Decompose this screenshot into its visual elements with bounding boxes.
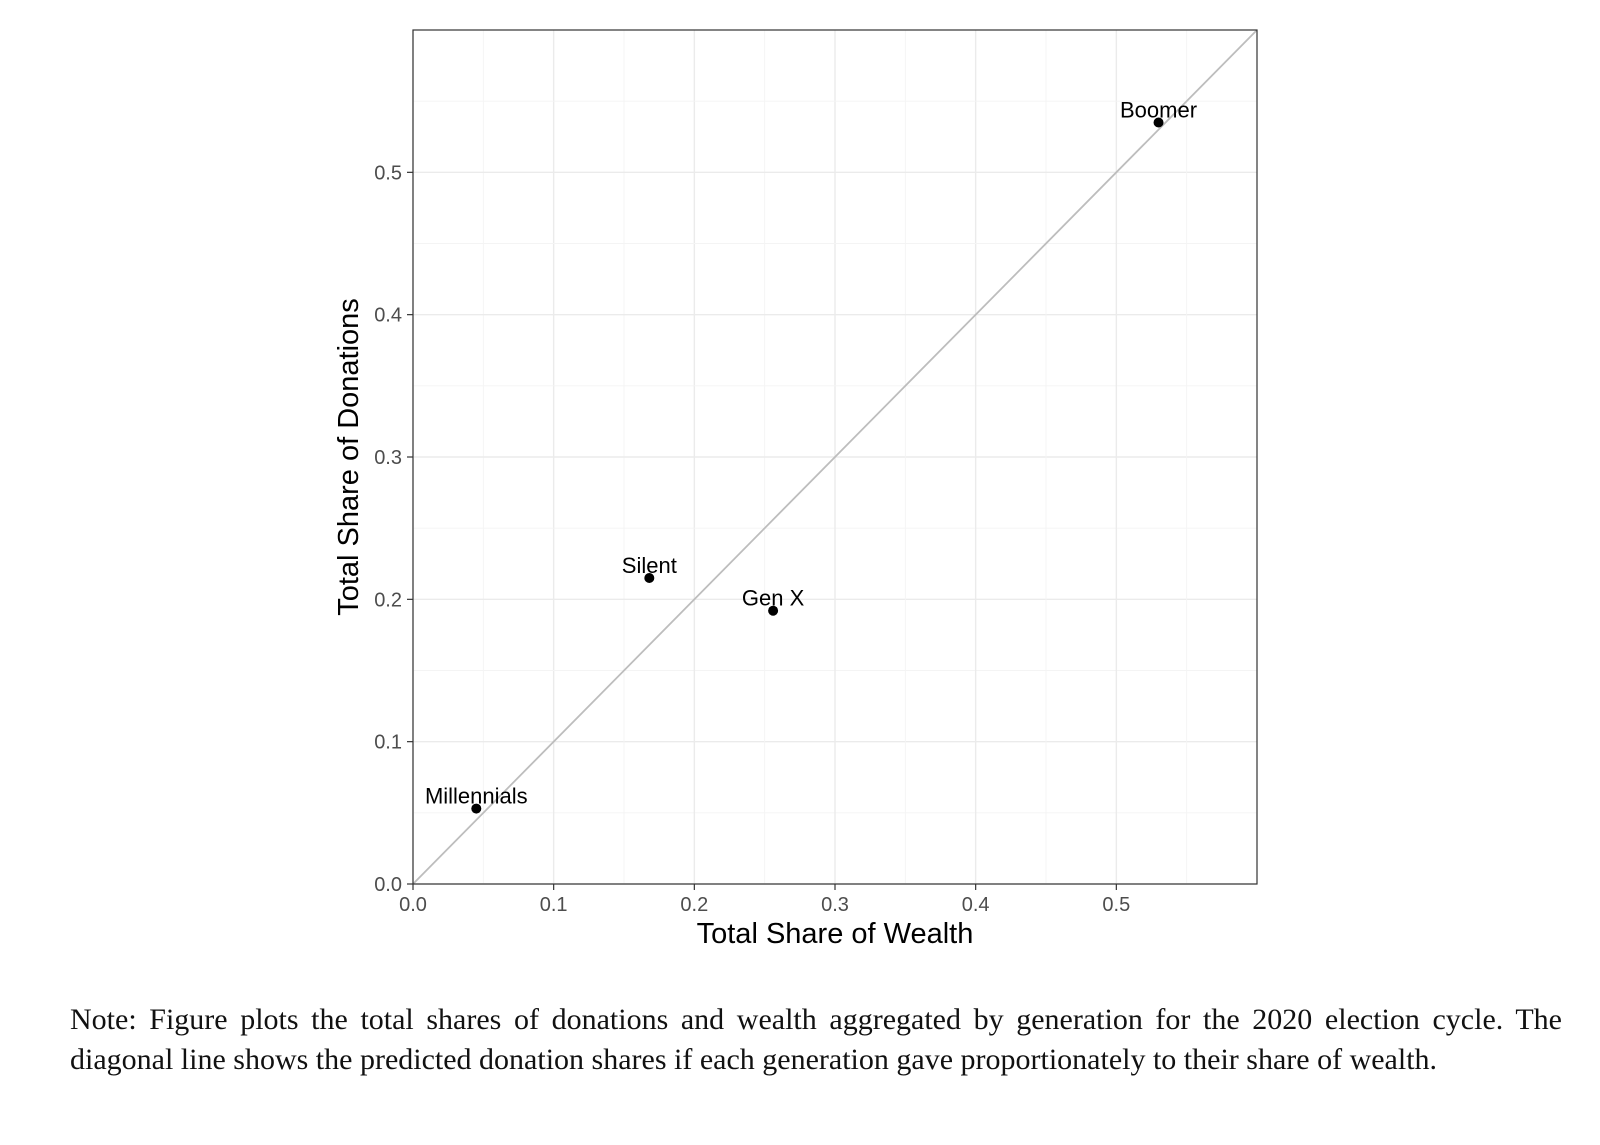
x-tick-label: 0.2 [680, 894, 708, 916]
point-label-silent: Silent [622, 553, 677, 578]
x-tick-label: 0.4 [962, 894, 990, 916]
point-boomer [1153, 117, 1164, 128]
diagonal-reference-line [412, 29, 1258, 885]
point-label-gen-x: Gen X [742, 586, 805, 611]
y-tick-label: 0.4 [374, 305, 402, 327]
point-silent [644, 572, 655, 583]
x-tick-label: 0.5 [1102, 894, 1130, 916]
y-tick-label: 0.0 [374, 874, 402, 896]
point-gen-x [768, 605, 779, 616]
point-millennials [471, 803, 482, 814]
axis-ticks: 0.0 0.1 0.2 0.3 0.4 0.5 0.0 0.1 0.2 0.3 0.4 0.5 [374, 162, 1130, 916]
x-axis-title: Total Share of Wealth [697, 918, 974, 950]
x-tick-label: 0.1 [540, 894, 568, 916]
point-label-millennials: Millennials [425, 784, 528, 809]
y-tick-label: 0.1 [374, 732, 402, 754]
data-points: Boomer Silent Gen X Millennials [425, 98, 1197, 814]
point-label-boomer: Boomer [1120, 98, 1197, 123]
y-tick-label: 0.2 [374, 589, 402, 611]
y-tick-label: 0.3 [374, 447, 402, 469]
figure-note: Note: Figure plots the total shares of d… [70, 1003, 1562, 1076]
x-tick-label: 0.0 [399, 894, 427, 916]
y-tick-label: 0.5 [374, 162, 402, 184]
x-tick-label: 0.3 [821, 894, 849, 916]
y-axis-title: Total Share of Donations [333, 298, 365, 616]
